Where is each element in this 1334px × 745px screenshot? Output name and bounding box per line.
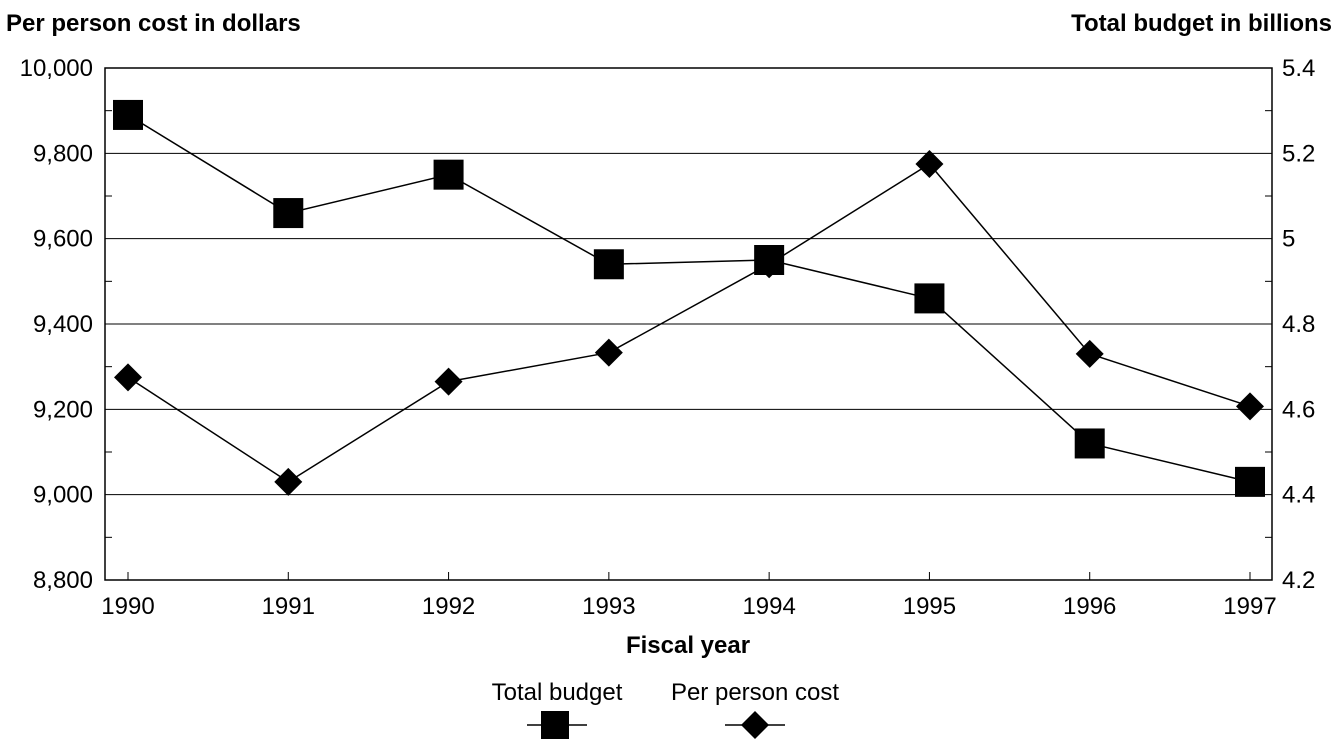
diamond-marker: [1236, 392, 1264, 421]
left-tick-label: 10,000: [20, 55, 93, 82]
legend-diamond-icon: [741, 711, 769, 739]
square-marker: [593, 249, 624, 280]
legend-square-icon: [541, 711, 569, 739]
legend-label: Per person cost: [671, 679, 839, 706]
left-tick-label: 9,000: [33, 482, 93, 509]
left-tick-label: 9,600: [33, 226, 93, 253]
diamond-marker: [434, 367, 463, 396]
x-tick-label: 1991: [262, 593, 315, 620]
square-marker: [1074, 428, 1105, 459]
left-tick-label: 9,200: [33, 396, 93, 423]
diamond-marker: [594, 338, 623, 367]
square-marker: [113, 99, 143, 130]
right-axis-title: Total budget in billions: [1071, 10, 1332, 37]
x-tick-label: 1994: [742, 593, 795, 620]
left-axis-title: Per person cost in dollars: [6, 10, 301, 37]
x-tick-label: 1990: [101, 593, 154, 620]
diamond-marker: [915, 150, 944, 178]
x-tick-label: 1996: [1063, 593, 1116, 620]
right-tick-label: 4.4: [1282, 482, 1315, 509]
x-tick-label: 1997: [1223, 593, 1276, 620]
right-tick-label: 5: [1282, 226, 1295, 253]
right-tick-label: 5.2: [1282, 140, 1315, 167]
x-tick-label: 1993: [582, 593, 635, 620]
diamond-marker: [274, 467, 303, 496]
right-tick-label: 4.2: [1282, 567, 1315, 594]
x-axis-title: Fiscal year: [626, 632, 750, 659]
right-tick-label: 5.4: [1282, 55, 1315, 82]
diamond-marker: [1075, 339, 1104, 368]
legend-label: Total budget: [492, 679, 623, 706]
left-tick-label: 9,400: [33, 311, 93, 338]
x-tick-label: 1995: [903, 593, 956, 620]
left-tick-label: 8,800: [33, 567, 93, 594]
square-marker: [273, 198, 304, 229]
series-line: [127, 163, 1251, 483]
left-tick-label: 9,800: [33, 140, 93, 167]
x-tick-label: 1992: [422, 593, 475, 620]
diamond-marker: [114, 363, 142, 392]
plot-frame: [104, 67, 1273, 581]
series-line: [127, 114, 1251, 483]
square-marker: [433, 159, 464, 190]
square-marker: [1235, 466, 1265, 497]
diamond-marker: [755, 250, 784, 279]
square-marker: [914, 283, 945, 314]
right-tick-label: 4.6: [1282, 396, 1315, 423]
right-tick-label: 4.8: [1282, 311, 1315, 338]
